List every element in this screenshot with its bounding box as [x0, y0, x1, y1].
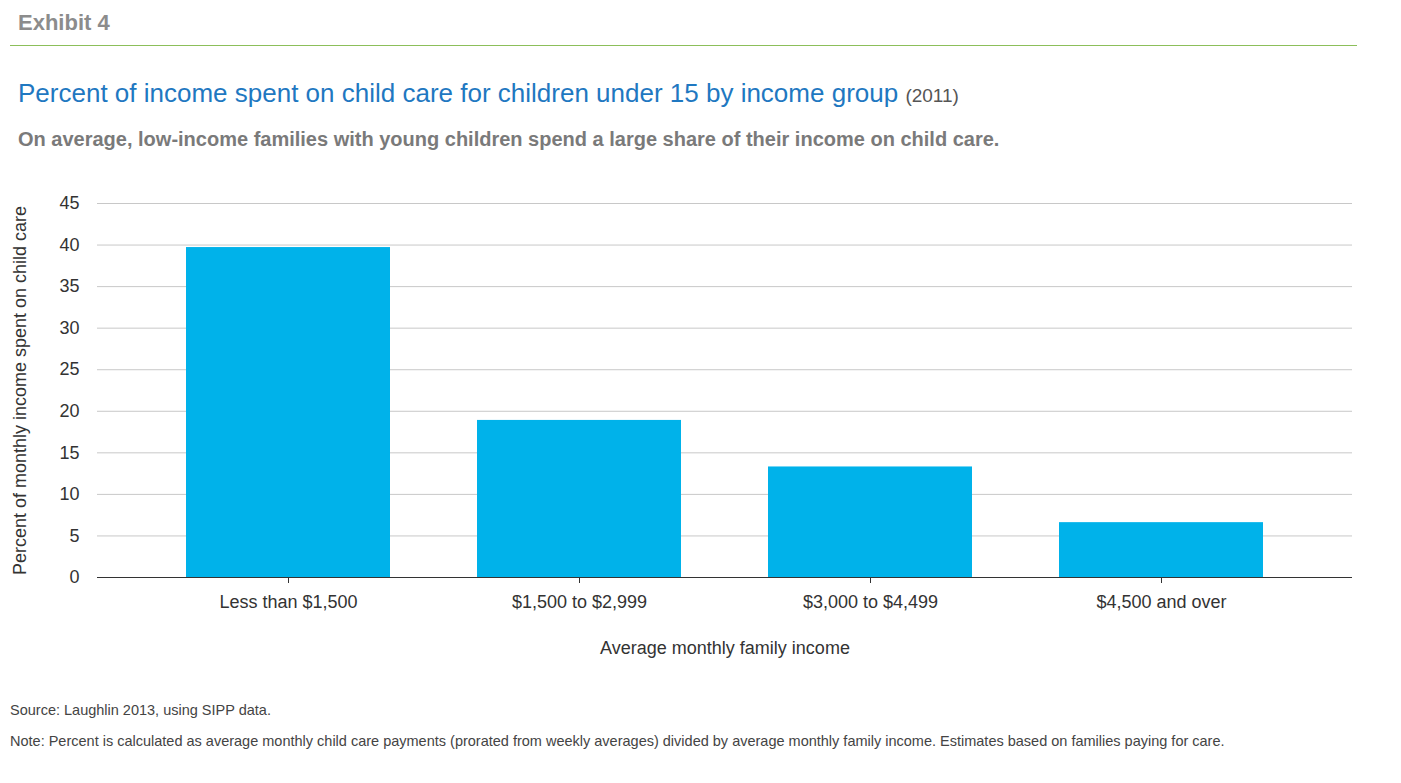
svg-text:Average monthly family income: Average monthly family income	[600, 638, 850, 658]
svg-text:$3,000 to $4,499: $3,000 to $4,499	[803, 592, 938, 612]
svg-text:5: 5	[69, 526, 79, 546]
svg-text:10: 10	[59, 484, 79, 504]
html-text:Percent of income spent on chi: Percent of income spent on child care fo…	[18, 78, 959, 108]
svg-text:Less than $1,500: Less than $1,500	[219, 592, 357, 612]
svg-text:15: 15	[59, 443, 79, 463]
svg-text:$4,500 and over: $4,500 and over	[1096, 592, 1226, 612]
svg-text:35: 35	[59, 276, 79, 296]
html-text:On average, low-income familie: On average, low-income families with you…	[18, 128, 1000, 150]
svg-text:25: 25	[59, 359, 79, 379]
svg-text:45: 45	[59, 193, 79, 213]
svg-text:Percent of monthly income spen: Percent of monthly income spent on child…	[10, 206, 30, 575]
svg-text:0: 0	[69, 567, 79, 587]
svg-text:30: 30	[59, 318, 79, 338]
svg-text:20: 20	[59, 401, 79, 421]
svg-text:$1,500 to $2,999: $1,500 to $2,999	[512, 592, 647, 612]
html-text:Exhibit 4: Exhibit 4	[18, 10, 110, 35]
html-text:Source: Laughlin 2013, using S: Source: Laughlin 2013, using SIPP data.	[10, 702, 271, 718]
html-text:Note: Percent is calculated as: Note: Percent is calculated as average m…	[10, 733, 1225, 749]
svg-text:40: 40	[59, 235, 79, 255]
